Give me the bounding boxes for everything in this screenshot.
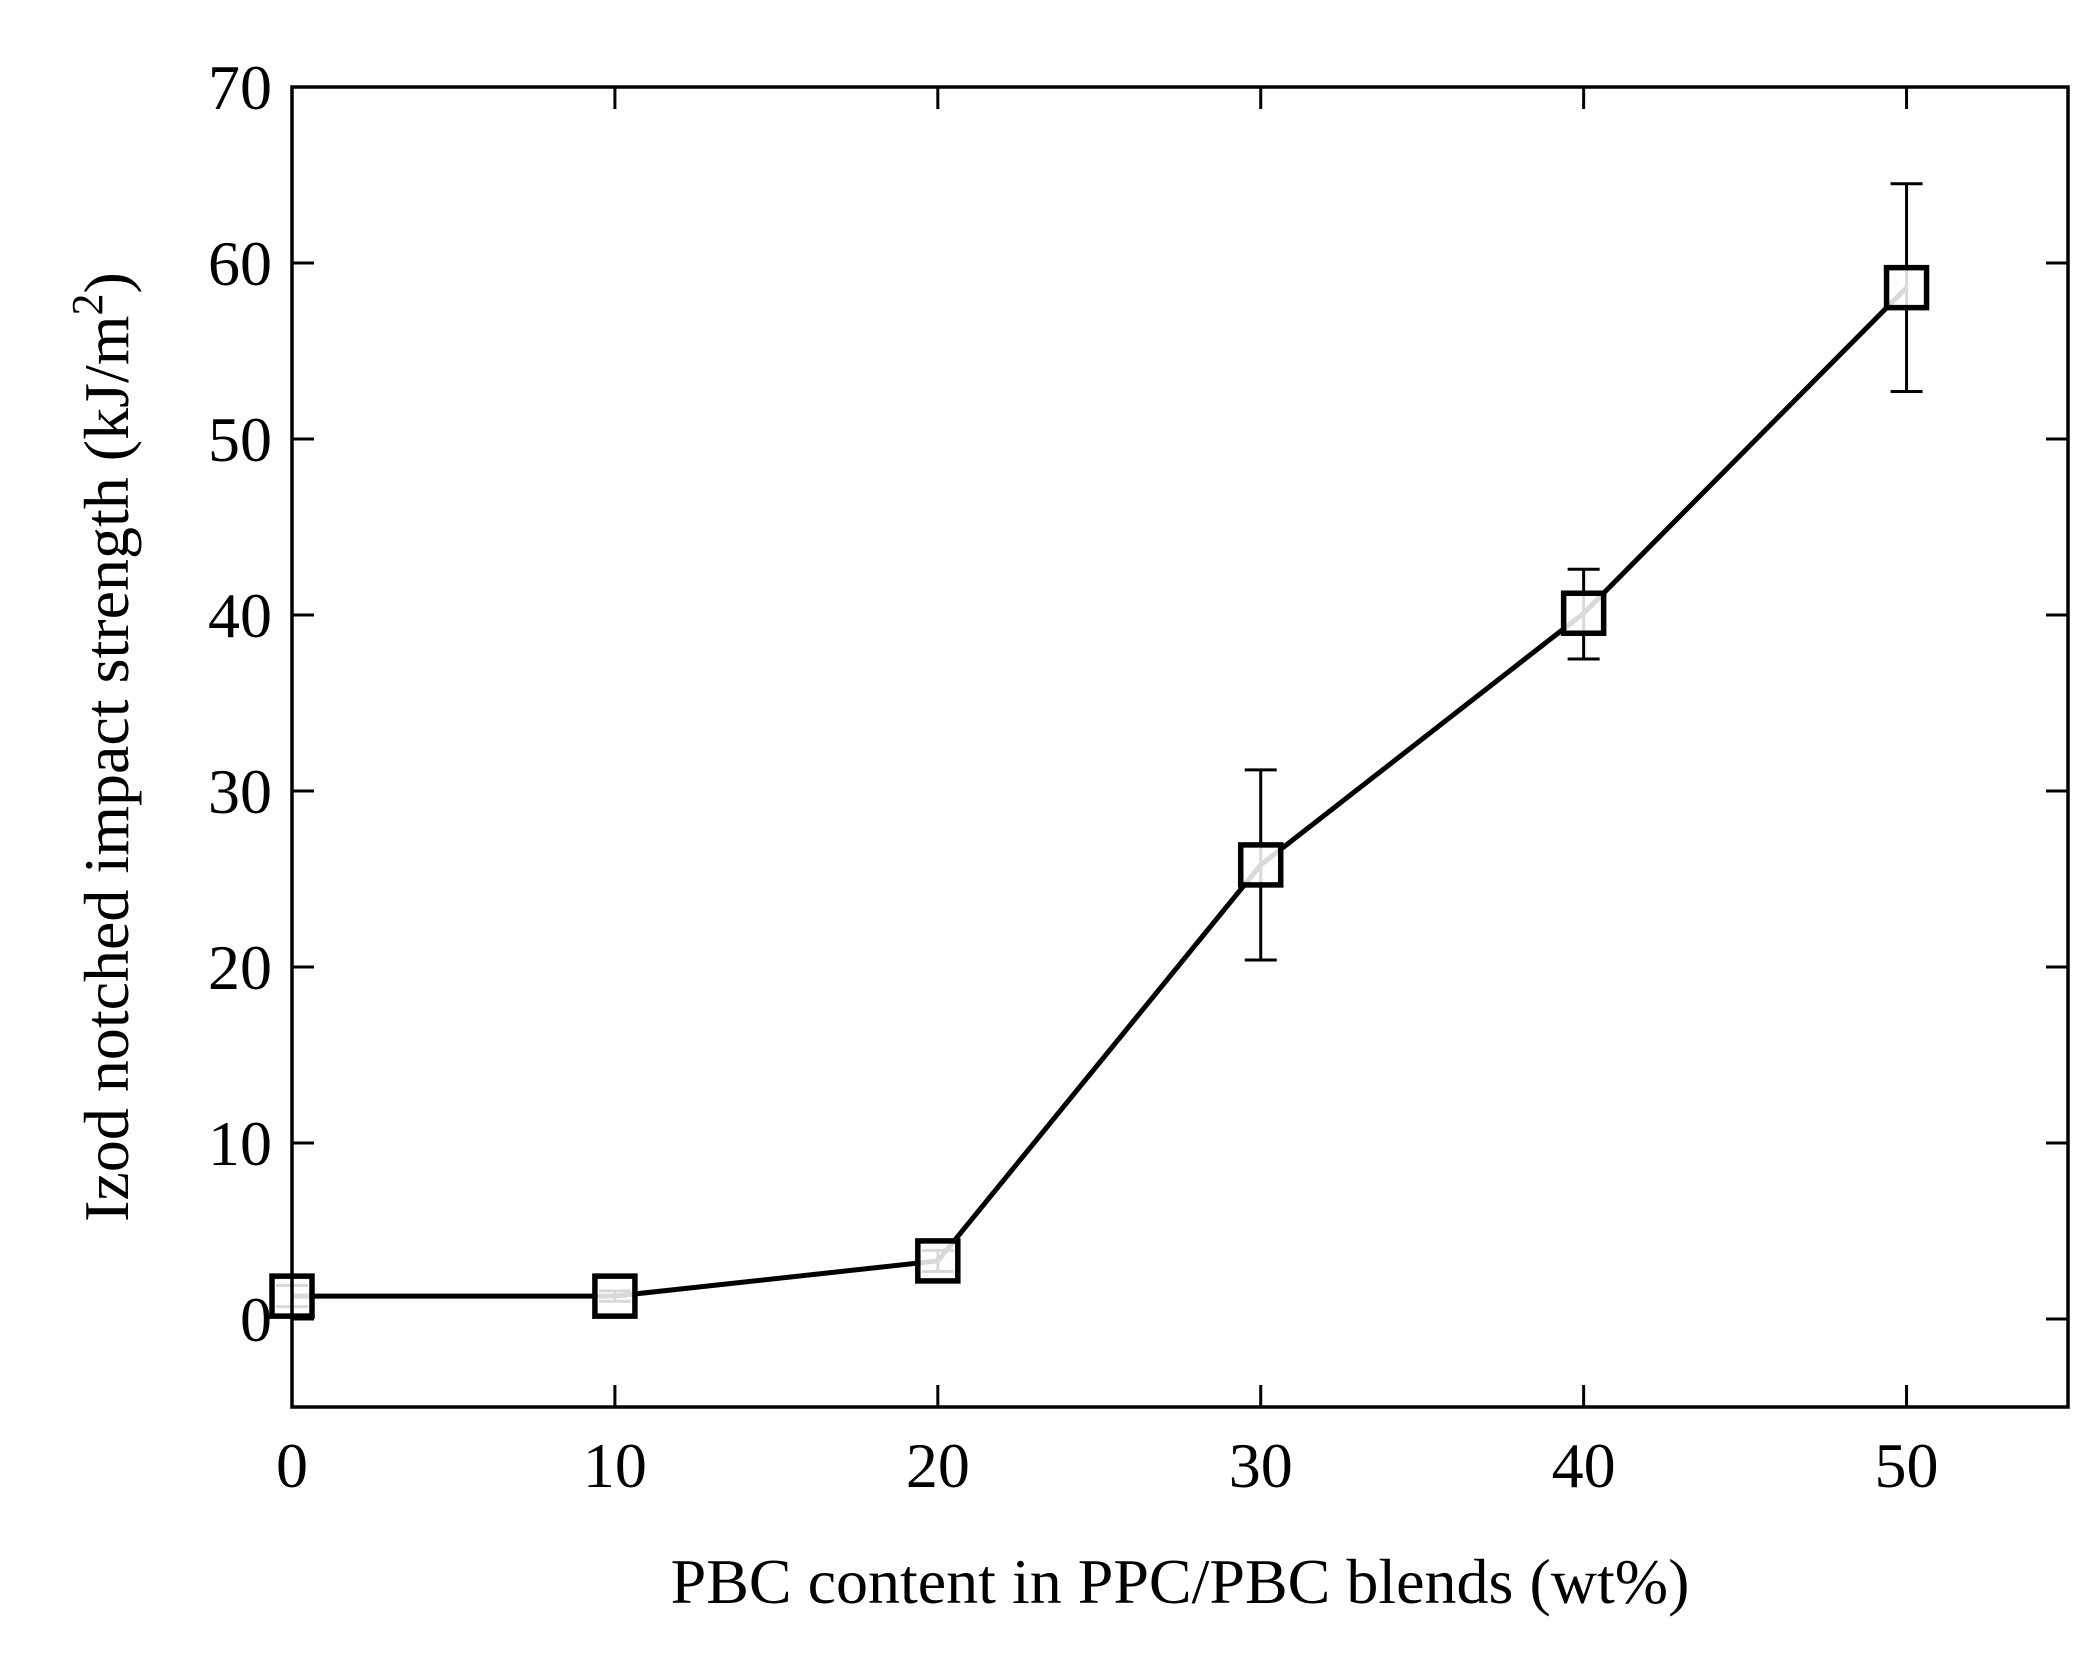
y-axis-title-superscript: 2 — [63, 293, 112, 315]
x-axis-title: PBC content in PPC/PBC blends (wt%) — [671, 1546, 1690, 1617]
data-point-square — [1883, 264, 1930, 311]
y-tick-label: 10 — [208, 1108, 272, 1179]
x-tick-label: 40 — [1552, 1430, 1616, 1501]
axis-ticks — [290, 85, 2068, 1407]
y-tick-label: 60 — [208, 228, 272, 299]
series-line-group — [292, 285, 1909, 1299]
y-tick-label: 20 — [208, 932, 272, 1003]
x-tick-label: 0 — [276, 1430, 308, 1501]
y-tick-label: 50 — [208, 404, 272, 475]
y-tick-label: 30 — [208, 756, 272, 827]
y-tick-label: 70 — [208, 52, 272, 123]
x-tick-label: 10 — [583, 1430, 647, 1501]
y-axis-title-main: Izod notched impact strength (kJ/m — [71, 315, 142, 1221]
x-tick-label: 50 — [1875, 1430, 1939, 1501]
plot-frame — [290, 85, 2070, 1409]
data-markers — [269, 264, 1930, 1319]
y-tick-label: 40 — [208, 580, 272, 651]
data-point-square — [915, 1238, 961, 1284]
x-tick-labels: 0 10 20 30 40 50 — [276, 1430, 1939, 1501]
data-point-square — [592, 1273, 638, 1319]
series-line — [292, 285, 1909, 1299]
x-tick-label: 30 — [1229, 1430, 1293, 1501]
x-tick-label: 20 — [906, 1430, 970, 1501]
y-axis-title: Izod notched impact strength (kJ/m2) — [63, 272, 142, 1222]
data-point-square — [1237, 842, 1284, 888]
y-tick-label: 0 — [240, 1284, 272, 1355]
y-tick-labels: 0 10 20 30 40 50 60 70 — [208, 52, 272, 1355]
data-point-square — [1560, 590, 1607, 636]
error-bars — [276, 182, 1923, 1309]
y-axis-title-end: ) — [71, 272, 142, 293]
